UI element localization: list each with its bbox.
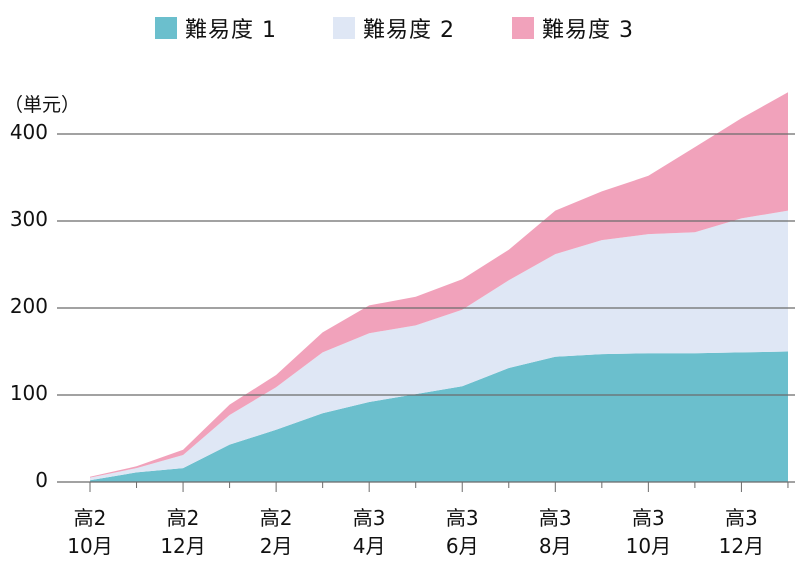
legend-swatch-difficulty-2	[333, 17, 355, 39]
legend-swatch-difficulty-1	[155, 17, 177, 39]
x-axis-ticks	[89, 482, 789, 492]
x-tick-label-month: 10月	[67, 534, 113, 558]
x-tick-label: 高2 10月	[50, 504, 130, 560]
x-tick-label-grade: 高3	[631, 506, 665, 530]
x-tick-label-month: 10月	[625, 534, 672, 558]
x-tick-label: 高3 8月	[515, 504, 595, 560]
x-tick-label-month: 12月	[160, 534, 206, 558]
x-tick-label-month: 12月	[718, 534, 765, 558]
x-tick-label-grade: 高3	[445, 506, 479, 530]
legend-item-difficulty-2: 難易度 2	[333, 10, 455, 46]
y-tick-label: 100	[9, 381, 48, 405]
y-axis-unit-label: （単元）	[4, 94, 81, 116]
x-tick-label: 高3 4月	[329, 504, 409, 560]
x-tick-label-grade: 高2	[259, 506, 293, 530]
x-tick-label-grade: 高3	[538, 506, 572, 530]
y-tick-label: 400	[9, 120, 48, 144]
x-tick-label-month: 8月	[538, 534, 572, 558]
legend-swatch-difficulty-3	[512, 17, 534, 39]
area-難易度-2	[90, 210, 788, 481]
x-tick-label: 高2 12月	[143, 504, 223, 560]
y-tick-label: 0	[35, 468, 48, 492]
legend-label: 難易度 3	[542, 18, 634, 43]
x-tick-label: 高3 10月	[608, 504, 688, 560]
gridlines	[57, 133, 795, 483]
area-難易度-3	[90, 92, 788, 478]
y-tick-label: 200	[9, 294, 48, 318]
x-tick-label-month: 6月	[445, 534, 479, 558]
chart-legend: 難易度 1 難易度 2 難易度 3	[0, 10, 800, 46]
legend-item-difficulty-1: 難易度 1	[155, 10, 277, 46]
x-tick-label: 高3 12月	[701, 504, 781, 560]
x-tick-label-month: 2月	[259, 534, 293, 558]
legend-label: 難易度 2	[363, 18, 455, 43]
x-tick-label-grade: 高3	[725, 506, 758, 530]
x-tick-label-month: 4月	[352, 534, 386, 558]
x-tick-label-grade: 高3	[352, 506, 386, 530]
area-難易度-1	[90, 351, 788, 482]
y-tick-label: 300	[9, 207, 48, 231]
area-series-group	[90, 92, 788, 482]
x-tick-label: 高2 2月	[236, 504, 316, 560]
x-tick-label-grade: 高2	[73, 506, 107, 530]
x-tick-label: 高3 6月	[422, 504, 502, 560]
x-tick-label-grade: 高2	[166, 506, 200, 530]
legend-label: 難易度 1	[185, 18, 277, 43]
legend-item-difficulty-3: 難易度 3	[512, 10, 634, 46]
